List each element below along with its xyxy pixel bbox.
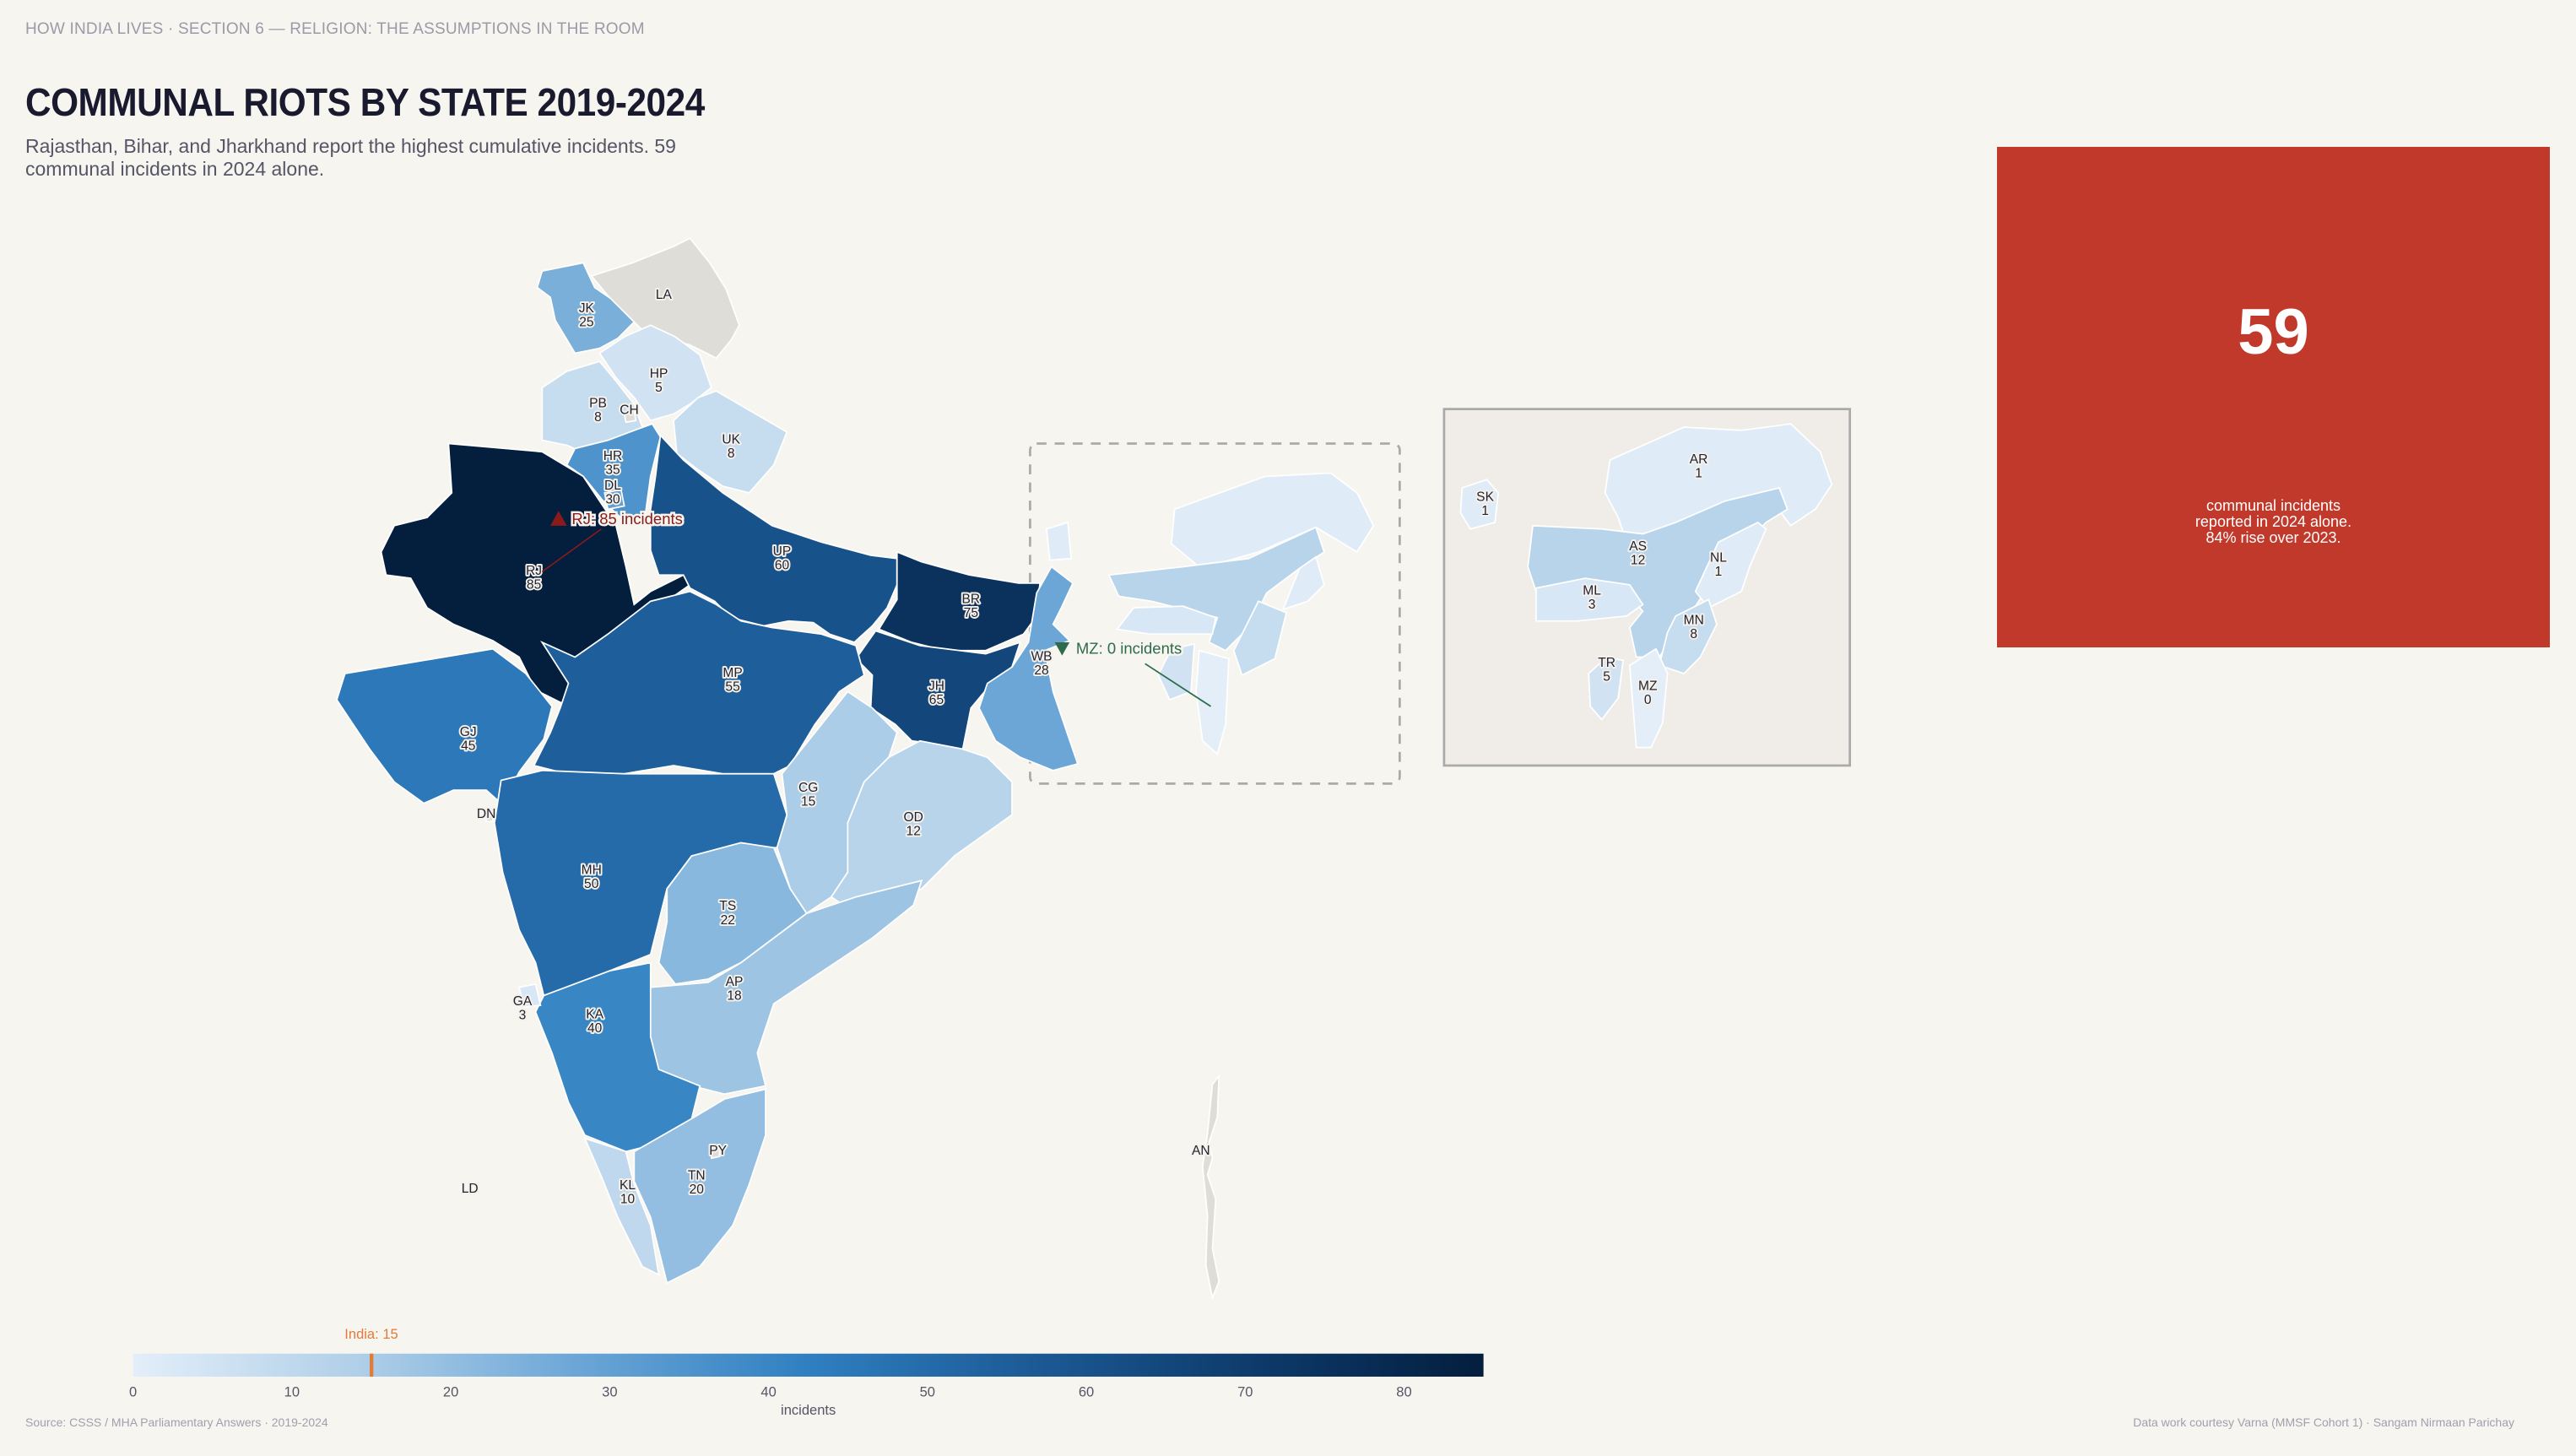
state-label-jh: JH 65	[928, 679, 944, 707]
state-label-py: PY	[709, 1144, 727, 1158]
state-py[interactable]	[710, 1147, 721, 1160]
state-label-ga: GA 3	[513, 994, 533, 1023]
colorbar-tick: 40	[760, 1383, 776, 1399]
colorbar-tick: 60	[1079, 1383, 1094, 1399]
triangle-down-icon	[1054, 642, 1070, 656]
state-label-kl: KL 10	[620, 1178, 636, 1207]
state-label-dl: DL 30	[604, 479, 621, 507]
state-label-cg: CG 15	[798, 781, 818, 809]
state-label-an: AN	[1192, 1144, 1210, 1158]
inset-state-label-mn: MN 8	[1684, 614, 1704, 642]
state-jk[interactable]	[536, 262, 636, 355]
state-nl[interactable]	[1281, 555, 1325, 611]
state-dl[interactable]	[603, 488, 625, 511]
state-ch[interactable]	[623, 409, 637, 424]
state-mp[interactable]	[533, 590, 865, 775]
inset-state-nl[interactable]	[1694, 521, 1767, 609]
inset-state-label-ml: ML 3	[1583, 584, 1601, 613]
inset-state-tr[interactable]	[1588, 656, 1625, 721]
colorbar-tick: 20	[443, 1383, 458, 1399]
inset-state-mn[interactable]	[1658, 598, 1718, 674]
state-ar[interactable]	[1170, 472, 1375, 570]
state-up[interactable]	[649, 433, 898, 643]
colorbar-tick: 30	[602, 1383, 617, 1399]
inset-state-label-ar: AR 1	[1690, 452, 1708, 481]
rj-annotation: RJ: 85 incidents	[571, 510, 683, 528]
stat-description: communal incidents reported in 2024 alon…	[2194, 497, 2352, 546]
state-mh[interactable]	[493, 769, 788, 997]
colorbar: 0 10 20 30 40 50 60 70 80 incidents India: 15	[129, 1326, 1484, 1418]
state-label-hr: HR 35	[603, 449, 622, 478]
colorbar-tick: 10	[284, 1383, 300, 1399]
colorbar-label: incidents	[781, 1402, 836, 1418]
inset-state-label-tr: TR 5	[1598, 656, 1615, 685]
inset-state-label-nl: NL 1	[1710, 551, 1727, 580]
colorbar-tick: 80	[1396, 1383, 1411, 1399]
source-note: Source: CSSS / MHA Parliamentary Answers…	[25, 1415, 328, 1429]
state-label-pb: PB 8	[589, 397, 607, 425]
inset-state-mz[interactable]	[1628, 647, 1669, 749]
inset-state-label-sk: SK 1	[1476, 490, 1494, 519]
inset-state-ml[interactable]	[1535, 577, 1644, 622]
mz-annotation: MZ: 0 incidents	[1076, 640, 1182, 658]
state-label-ts: TS 22	[719, 899, 736, 928]
state-wb[interactable]	[978, 566, 1079, 771]
state-uk[interactable]	[673, 390, 788, 494]
state-mz[interactable]	[1195, 649, 1230, 755]
state-sk[interactable]	[1045, 521, 1073, 561]
stat-card: 59 communal incidents reported in 2024 a…	[1997, 147, 2550, 647]
state-label-tn: TN 20	[688, 1168, 706, 1197]
state-label-ch: CH	[620, 403, 638, 417]
state-label-dn: DN	[477, 807, 495, 821]
state-label-br: BR 75	[962, 592, 981, 620]
colorbar-tick: 50	[920, 1383, 935, 1399]
state-label-rj: RJ 85	[526, 564, 542, 593]
credit-note: Data work courtesy Varna (MMSF Cohort 1)…	[2133, 1415, 2514, 1429]
state-label-gj: GJ 45	[460, 725, 477, 754]
state-label-jk: JK 25	[579, 301, 595, 330]
state-tn[interactable]	[633, 1088, 766, 1285]
colorbar-gradient	[133, 1353, 1484, 1377]
state-la[interactable]	[590, 237, 740, 360]
state-label-mp: MP 55	[722, 666, 742, 695]
state-label-od: OD 12	[904, 810, 923, 839]
page-title: COMMUNAL RIOTS BY STATE 2019-2024	[25, 80, 705, 124]
state-ld[interactable]	[468, 1185, 474, 1192]
inset-state-ar[interactable]	[1604, 423, 1833, 544]
state-label-mh: MH 50	[582, 863, 602, 891]
triangle-up-icon	[550, 511, 567, 526]
rj-leader-line	[541, 528, 602, 572]
state-label-up: UP 60	[773, 544, 792, 573]
state-tr[interactable]	[1157, 642, 1196, 701]
india-average-label: India: 15	[344, 1326, 398, 1342]
state-label-hp: HP 5	[650, 367, 668, 396]
state-label-uk: UK 8	[722, 432, 740, 461]
state-kl[interactable]	[583, 1137, 660, 1276]
colorbar-tick: 0	[129, 1383, 137, 1399]
state-ml[interactable]	[1115, 605, 1217, 636]
state-an[interactable]	[1201, 1074, 1220, 1301]
state-br[interactable]	[878, 550, 1042, 652]
state-dn[interactable]	[485, 812, 494, 823]
state-od[interactable]	[830, 739, 1013, 915]
inset-state-label-mz: MZ 0	[1638, 679, 1658, 707]
india-average-marker	[370, 1353, 374, 1377]
breadcrumb: HOW INDIA LIVES · SECTION 6 — RELIGION: …	[25, 20, 645, 38]
state-mn[interactable]	[1232, 600, 1288, 677]
stat-value: 59	[2238, 296, 2309, 368]
state-ga[interactable]	[517, 982, 542, 1009]
state-label-ka: KA 40	[586, 1008, 603, 1037]
state-label-wb: WB 28	[1031, 649, 1052, 678]
state-label-ld: LD	[462, 1182, 479, 1196]
state-label-ap: AP 18	[726, 975, 744, 1004]
inset-state-label-as: AS 12	[1629, 539, 1647, 568]
page-subtitle: Rajasthan, Bihar, and Jharkhand report t…	[25, 135, 676, 180]
inset-state-sk[interactable]	[1459, 479, 1500, 530]
colorbar-tick: 70	[1237, 1383, 1253, 1399]
state-label-la: LA	[656, 288, 673, 302]
mz-leader-line	[1145, 663, 1211, 707]
